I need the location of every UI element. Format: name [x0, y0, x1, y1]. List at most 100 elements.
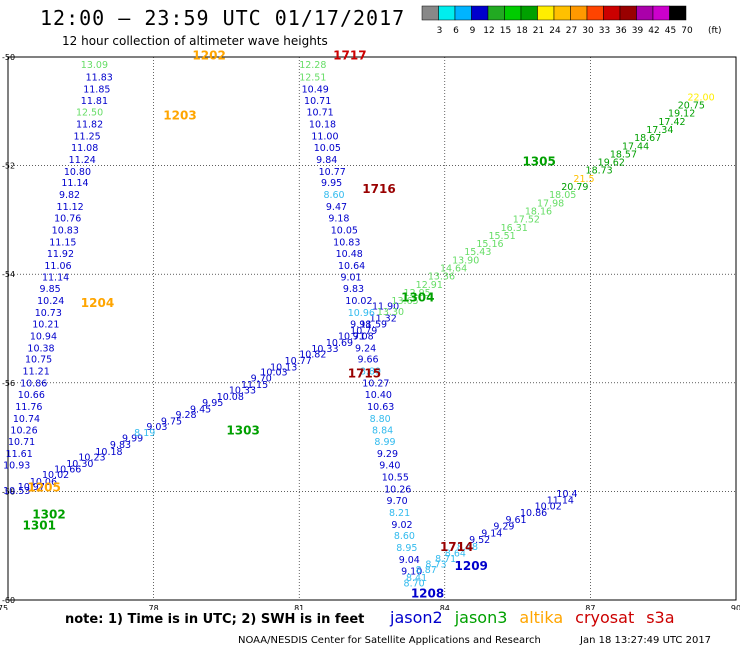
colorbar-tick-label: 27: [566, 26, 577, 36]
swh-value-label: 11.14: [42, 273, 69, 284]
swh-value-label: 12.51: [299, 72, 326, 83]
swh-value-label: 9.28: [175, 410, 196, 421]
swh-value-label: 19.12: [668, 109, 695, 120]
swh-value-label: 10.80: [64, 167, 91, 178]
swh-value-label: 13.36: [428, 272, 455, 283]
swh-value-label: 10.77: [285, 356, 312, 367]
pass-time-label: 1301: [23, 518, 56, 532]
swh-value-label: 17.98: [537, 198, 564, 209]
swh-value-label: 16.31: [501, 223, 528, 234]
swh-value-label: 15.51: [488, 231, 515, 242]
swh-value-label: 8.60: [394, 531, 415, 542]
swh-value-label: 9.45: [190, 405, 211, 416]
footer-credit: NOAA/NESDIS Center for Satellite Applica…: [238, 635, 541, 646]
swh-value-label: 11.25: [74, 132, 101, 143]
swh-value-label: 19.62: [598, 158, 625, 169]
swh-value-label: 10.83: [333, 237, 360, 248]
swh-value-label: 17.44: [622, 141, 649, 152]
colorbar-tick-label: 33: [599, 26, 610, 36]
colorbar-tick-label: 12: [483, 26, 494, 36]
swh-value-label: 9.85: [40, 284, 61, 295]
swh-value-label: 11.06: [44, 261, 71, 272]
swh-value-label: 10.02: [345, 296, 372, 307]
pass-time-label: 1714: [440, 540, 473, 554]
swh-value-label: 9.14: [481, 528, 502, 539]
colorbar-tick-label: 30: [582, 26, 594, 36]
swh-value-label: 10.08: [217, 392, 244, 403]
colorbar-legend: 3 6 9 12 15 18 21 24 27 30 33 36 39 42 45 70 (ft): [421, 5, 722, 36]
swh-value-label: 9.52: [469, 535, 490, 546]
swh-value-label: 10.18: [309, 120, 336, 131]
x-tick-label: 87: [585, 604, 595, 610]
pass-time-label: 1716: [362, 182, 395, 196]
y-tick-label: -58: [2, 487, 15, 496]
swh-value-label: 9.82: [59, 190, 80, 201]
y-tick-label: -54: [2, 270, 15, 279]
colorbar-tick-label: 36: [615, 26, 627, 36]
swh-value-label: 9.08: [353, 331, 374, 342]
swh-value-label: 10.33: [311, 344, 338, 355]
pass-time-label: 1204: [81, 296, 114, 310]
swh-value-label: 8.64: [445, 549, 466, 560]
y-tick-label: -52: [2, 162, 15, 171]
swh-value-label: 10.64: [338, 261, 365, 272]
swh-value-label: 10.71: [8, 437, 35, 448]
swh-value-label: 9.95: [202, 398, 223, 409]
swh-value-label: 10.73: [35, 308, 62, 319]
swh-value-label: 10.63: [367, 402, 394, 413]
swh-value-label: 11.08: [71, 143, 98, 154]
swh-value-label: 10.66: [18, 390, 45, 401]
swh-value-label: 9.70: [251, 374, 272, 385]
swh-value-label: 9.95: [321, 178, 342, 189]
swh-value-label: 11.24: [69, 155, 96, 166]
swh-value-label: 10.06: [30, 477, 57, 488]
swh-value-label: 17.52: [513, 215, 540, 226]
swh-value-label: 10.33: [229, 386, 256, 397]
swh-value-label: 11.92: [47, 249, 74, 260]
swh-value-label: 11.14: [547, 495, 574, 506]
swh-value-label: 10.71: [304, 96, 331, 107]
swh-value-label: 10.30: [66, 459, 93, 470]
swh-value-label: 10.23: [78, 452, 105, 463]
swh-value-label: 17.42: [658, 117, 685, 128]
swh-value-label: 9.70: [387, 496, 408, 507]
swh-value-label: 10.77: [319, 167, 346, 178]
swh-value-label: 15.43: [464, 247, 491, 258]
footer-timestamp: Jan 18 13:27:49 UTC 2017: [580, 635, 712, 646]
swh-value-label: 10.94: [30, 331, 57, 342]
swh-value-label: 13.90: [452, 255, 479, 266]
swh-value-label: 10.02: [42, 470, 69, 481]
swh-value-label: 8.19: [134, 428, 155, 439]
swh-value-label: 9.83: [343, 284, 364, 295]
swh-value-label: 9.61: [505, 515, 526, 526]
swh-value-label: 13.09: [81, 60, 108, 71]
swh-value-label: 9.04: [399, 555, 420, 566]
colorbar-unit-label: (ft): [708, 26, 722, 36]
x-tick-label: 84: [440, 604, 450, 610]
swh-value-label: 8.71: [435, 554, 456, 565]
swh-value-label: 11.85: [83, 84, 110, 95]
series-label-s3a: s3a: [646, 608, 675, 627]
swh-value-label: 10.21: [32, 319, 59, 330]
pass-time-label: 1202: [192, 49, 225, 63]
swh-value-label: 10.13: [270, 362, 297, 373]
swh-value-label: 9.18: [328, 214, 349, 225]
swh-value-label: 10.55: [382, 473, 409, 484]
swh-value-label: 22.00: [687, 92, 714, 103]
pass-time-label: 1209: [455, 559, 488, 573]
swh-value-label: 8.60: [323, 190, 344, 201]
swh-value-label: 18.05: [549, 190, 576, 201]
pass-time-label: 1304: [401, 290, 434, 304]
swh-value-label: 8.70: [404, 578, 425, 589]
swh-value-label: 9.24: [355, 343, 376, 354]
swh-value-label: 10.49: [302, 84, 329, 95]
swh-value-label: 9.84: [316, 155, 337, 166]
swh-value-label: 8.21: [389, 508, 410, 519]
note-text: note: 1) Time is in UTC; 2) SWH is in fe…: [65, 612, 365, 627]
colorbar-tick-label: 3: [437, 26, 443, 36]
swh-value-label: 9.40: [379, 461, 400, 472]
colorbar-tick-label: 9: [470, 26, 476, 36]
series-label-jason3: jason3: [454, 608, 508, 627]
swh-value-label: 10.26: [10, 425, 37, 436]
swh-value-label: 9.29: [493, 521, 514, 532]
